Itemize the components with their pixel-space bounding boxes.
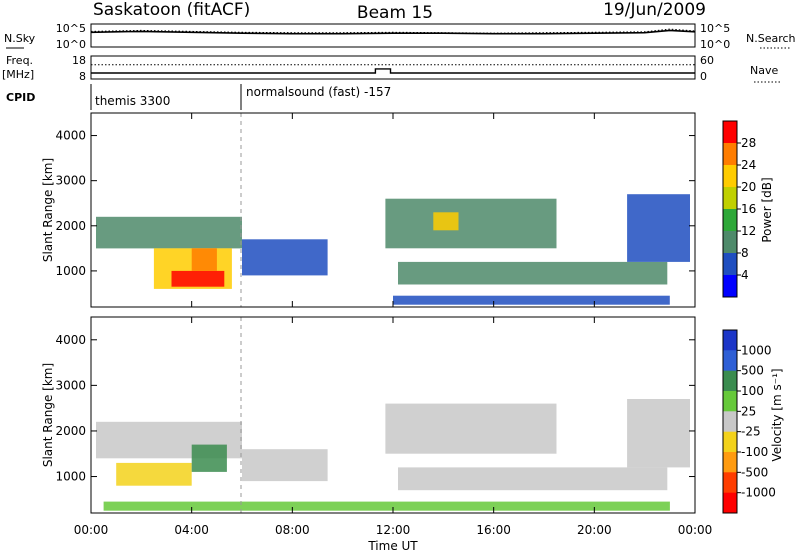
colorbar-tick-label: -500 bbox=[741, 465, 768, 479]
colorbar-swatch bbox=[723, 472, 737, 494]
colorbar-tick-label: 12 bbox=[741, 224, 756, 238]
cpid-label: CPID bbox=[6, 91, 35, 104]
colorbar-swatch bbox=[723, 350, 737, 372]
x-tick-label: 04:00 bbox=[174, 523, 209, 537]
colorbar-tick-label: 16 bbox=[741, 202, 756, 216]
velocity-colorbar-label: Velocity [m s⁻¹] bbox=[770, 368, 784, 461]
noise-panel: 10^5 10^0 10^5 10^0 bbox=[56, 22, 730, 51]
echo-region bbox=[385, 403, 557, 454]
echo-region bbox=[398, 261, 668, 285]
nsky-label: N.Sky bbox=[4, 32, 36, 45]
colorbar-tick-label: 100 bbox=[741, 384, 764, 398]
y-tick-label: 4000 bbox=[55, 129, 86, 143]
power-colorbar-label: Power [dB] bbox=[760, 177, 774, 242]
station-title: Saskatoon (fitACF) bbox=[93, 0, 250, 20]
cpid-segment-label: normalsound (fast) -157 bbox=[246, 85, 391, 99]
colorbar-tick-label: 28 bbox=[741, 136, 756, 150]
colorbar-tick-label: 20 bbox=[741, 180, 756, 194]
x-tick-label: 00:00 bbox=[678, 523, 713, 537]
freq-unit-label: [MHz] bbox=[2, 68, 34, 81]
colorbar-tick-label: 500 bbox=[741, 364, 764, 378]
colorbar-tick-label: 24 bbox=[741, 158, 756, 172]
echo-region bbox=[627, 399, 690, 468]
echo-region bbox=[116, 462, 192, 486]
colorbar-swatch bbox=[723, 231, 737, 254]
colorbar-swatch bbox=[723, 209, 737, 232]
colorbar-tick-label: 8 bbox=[741, 246, 749, 260]
noise-right-tick-top: 10^5 bbox=[700, 22, 730, 35]
noise-right-tick-bottom: 10^0 bbox=[700, 38, 730, 51]
cpid-segment-label: themis 3300 bbox=[95, 94, 170, 108]
y-tick-label: 4000 bbox=[55, 333, 86, 347]
x-axis-label: Time UT bbox=[367, 539, 418, 553]
power-panel: 1000 2000 3000 4000 Slant Range [km] bbox=[41, 112, 696, 308]
colorbar-swatch bbox=[723, 330, 737, 351]
y-tick-label: 3000 bbox=[55, 174, 86, 188]
date-title: 19/Jun/2009 bbox=[603, 0, 706, 20]
colorbar-swatch bbox=[723, 253, 737, 276]
y-tick-label: 1000 bbox=[55, 470, 86, 484]
echo-region bbox=[398, 467, 668, 491]
echo-region bbox=[191, 444, 227, 472]
echo-region bbox=[242, 239, 328, 276]
colorbar-swatch bbox=[723, 431, 737, 453]
x-tick-label: 16:00 bbox=[476, 523, 511, 537]
colorbar-tick-label: -100 bbox=[741, 445, 768, 459]
colorbar-swatch bbox=[723, 492, 737, 514]
nsky-series-line bbox=[90, 29, 696, 35]
nave-tick-top: 60 bbox=[700, 54, 714, 67]
cpid-strip: themis 3300 normalsound (fast) -157 bbox=[90, 84, 391, 110]
nave-tick-bottom: 0 bbox=[700, 70, 707, 83]
noise-left-tick-top: 10^5 bbox=[56, 22, 86, 35]
x-tick-label: 00:00 bbox=[74, 523, 109, 537]
nave-label: Nave bbox=[750, 64, 778, 77]
x-tick-label: 08:00 bbox=[275, 523, 310, 537]
echo-region bbox=[242, 449, 328, 482]
echo-region bbox=[171, 270, 225, 287]
colorbar-swatch bbox=[723, 187, 737, 210]
echo-region bbox=[103, 501, 670, 511]
colorbar-frame bbox=[722, 329, 738, 514]
echo-region bbox=[191, 248, 217, 271]
colorbar-tick-label: 25 bbox=[741, 404, 756, 418]
x-tick-label: 20:00 bbox=[577, 523, 612, 537]
echo-region bbox=[433, 212, 459, 231]
power-colorbar: 28 24 20 16 12 8 4 Power [dB] bbox=[722, 120, 774, 298]
y-tick-label: 3000 bbox=[55, 378, 86, 392]
x-tick-label: 12:00 bbox=[376, 523, 411, 537]
nsearch-label: N.Search bbox=[746, 32, 796, 45]
colorbar-tick-label: 4 bbox=[741, 268, 749, 282]
y-tick-label: 1000 bbox=[55, 264, 86, 278]
colorbar-swatch bbox=[723, 370, 737, 392]
colorbar-swatch bbox=[723, 411, 737, 433]
noise-left-tick-bottom: 10^0 bbox=[56, 38, 86, 51]
y-tick-label: 2000 bbox=[55, 424, 86, 438]
colorbar-swatch bbox=[723, 143, 737, 166]
power-y-axis-label: Slant Range [km] bbox=[41, 158, 55, 262]
freq-nave-panel: 18 8 60 0 bbox=[72, 54, 714, 83]
colorbar-swatch bbox=[723, 275, 737, 298]
colorbar-swatch bbox=[723, 452, 737, 473]
echo-region bbox=[393, 295, 670, 305]
colorbar-tick-label: -25 bbox=[741, 425, 761, 439]
beam-title: Beam 15 bbox=[357, 3, 433, 23]
colorbar-tick-label: 1000 bbox=[741, 343, 772, 357]
echo-region bbox=[96, 216, 242, 249]
velocity-colorbar: 1000 500 100 25 -25 -100 -500 -1000 Velocity [m… bbox=[722, 329, 784, 514]
nsearch-series-line bbox=[90, 28, 696, 34]
freq-tick-bottom: 8 bbox=[79, 70, 86, 83]
colorbar-swatch bbox=[723, 391, 737, 412]
freq-series-line bbox=[91, 68, 695, 74]
colorbar-tick-label: -1000 bbox=[741, 486, 776, 500]
colorbar-swatch bbox=[723, 121, 737, 144]
colorbar-swatch bbox=[723, 165, 737, 188]
echo-region bbox=[385, 198, 557, 249]
y-tick-label: 2000 bbox=[55, 219, 86, 233]
echo-region bbox=[627, 194, 690, 262]
velocity-panel: 1000 2000 3000 4000 00:00 04:00 08:00 12:00 16:0… bbox=[41, 316, 713, 553]
freq-label: Freq. bbox=[6, 54, 33, 67]
velocity-y-axis-label: Slant Range [km] bbox=[41, 363, 55, 467]
freq-tick-top: 18 bbox=[72, 54, 86, 67]
